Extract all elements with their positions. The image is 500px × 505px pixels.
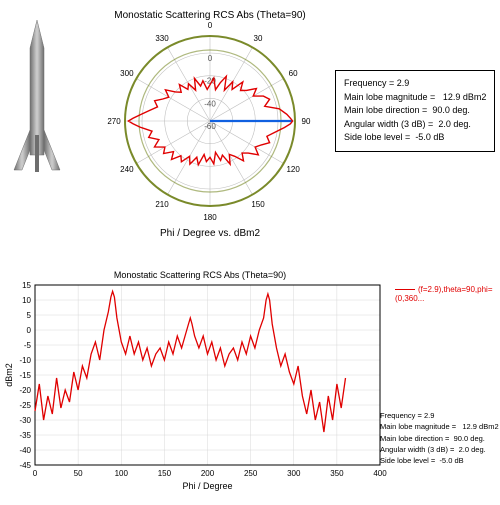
- svg-text:60: 60: [289, 69, 298, 78]
- svg-text:90: 90: [302, 117, 311, 126]
- info2-side-lobe: Side lobe level = -5.0 dB: [380, 455, 499, 466]
- svg-text:-10: -10: [19, 356, 31, 365]
- info2-magnitude: Main lobe magnitude = 12.9 dBm2: [380, 421, 499, 432]
- svg-text:0: 0: [208, 21, 213, 30]
- svg-text:-25: -25: [19, 401, 31, 410]
- svg-text:30: 30: [254, 34, 263, 43]
- svg-text:10: 10: [22, 296, 31, 305]
- svg-text:-40: -40: [204, 99, 216, 108]
- info-magnitude: Main lobe magnitude = 12.9 dBm2: [344, 91, 486, 105]
- svg-text:180: 180: [203, 213, 217, 221]
- svg-text:200: 200: [201, 469, 215, 478]
- svg-text:120: 120: [286, 165, 300, 174]
- svg-text:15: 15: [22, 281, 31, 290]
- svg-text:-45: -45: [19, 461, 31, 470]
- info2-angular-width: Angular width (3 dB) = 2.0 deg.: [380, 444, 499, 455]
- svg-text:270: 270: [107, 117, 121, 126]
- cartesian-title: Monostatic Scattering RCS Abs (Theta=90): [25, 270, 375, 280]
- svg-text:150: 150: [158, 469, 172, 478]
- cartesian-legend: (f=2.9),theta=90,phi=(0,360...: [395, 285, 500, 303]
- svg-text:250: 250: [244, 469, 258, 478]
- svg-text:240: 240: [120, 165, 134, 174]
- info-direction: Main lobe direction = 90.0 deg.: [344, 104, 486, 118]
- svg-text:-5: -5: [24, 341, 32, 350]
- svg-text:-15: -15: [19, 371, 31, 380]
- svg-text:300: 300: [287, 469, 301, 478]
- info2-direction: Main lobe direction = 90.0 deg.: [380, 433, 499, 444]
- svg-text:dBm2: dBm2: [4, 363, 14, 387]
- svg-text:-40: -40: [19, 446, 31, 455]
- info-frequency: Frequency = 2.9: [344, 77, 486, 91]
- cartesian-info-box: Frequency = 2.9 Main lobe magnitude = 12…: [380, 410, 499, 466]
- polar-subtitle: Phi / Degree vs. dBm2: [80, 228, 340, 239]
- polar-title: Monostatic Scattering RCS Abs (Theta=90): [80, 10, 340, 21]
- info-angular-width: Angular width (3 dB) = 2.0 deg.: [344, 118, 486, 132]
- polar-chart-container: Monostatic Scattering RCS Abs (Theta=90)…: [80, 10, 340, 239]
- svg-text:400: 400: [373, 469, 387, 478]
- polar-chart: 0306090120150180210240270300330-60-40-20…: [80, 21, 340, 221]
- svg-text:-35: -35: [19, 431, 31, 440]
- svg-text:0: 0: [33, 469, 38, 478]
- svg-text:150: 150: [251, 200, 265, 209]
- svg-text:Phi / Degree: Phi / Degree: [182, 481, 232, 491]
- polar-info-box: Frequency = 2.9 Main lobe magnitude = 12…: [335, 70, 495, 152]
- svg-text:0: 0: [27, 326, 32, 335]
- svg-text:100: 100: [115, 469, 129, 478]
- info-side-lobe: Side lobe level = -5.0 dB: [344, 131, 486, 145]
- info2-frequency: Frequency = 2.9: [380, 410, 499, 421]
- bottom-panel: Monostatic Scattering RCS Abs (Theta=90)…: [0, 270, 500, 500]
- svg-text:300: 300: [120, 69, 134, 78]
- svg-text:-60: -60: [204, 122, 216, 131]
- missile-illustration: [10, 20, 65, 195]
- svg-text:0: 0: [208, 54, 213, 63]
- svg-text:350: 350: [330, 469, 344, 478]
- svg-text:210: 210: [155, 200, 169, 209]
- svg-text:330: 330: [155, 34, 169, 43]
- svg-text:-30: -30: [19, 416, 31, 425]
- svg-text:50: 50: [74, 469, 83, 478]
- top-panel: Monostatic Scattering RCS Abs (Theta=90)…: [0, 0, 500, 250]
- svg-text:-20: -20: [19, 386, 31, 395]
- svg-text:5: 5: [27, 311, 32, 320]
